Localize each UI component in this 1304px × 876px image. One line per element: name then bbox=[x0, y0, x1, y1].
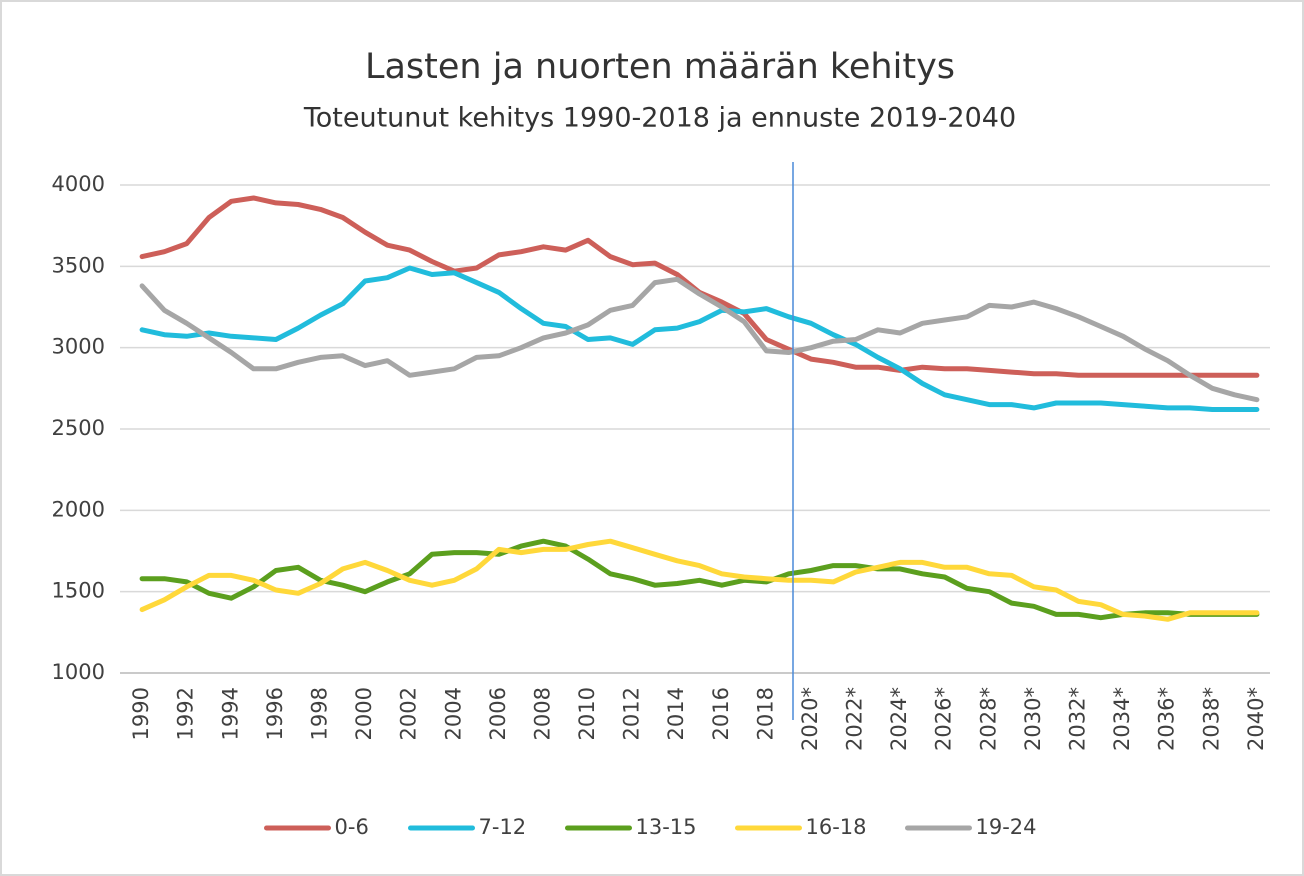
x-tick-label: 2022* bbox=[843, 687, 867, 751]
series-line bbox=[139, 538, 1260, 622]
y-tick-label: 2500 bbox=[52, 416, 105, 440]
series-line bbox=[139, 538, 1260, 621]
x-tick-label: 2040* bbox=[1244, 687, 1268, 751]
x-tick-label: 2034* bbox=[1110, 687, 1134, 751]
x-tick-label: 2036* bbox=[1155, 687, 1179, 751]
x-tick-label: 2014 bbox=[664, 687, 688, 740]
x-tick-label: 2020* bbox=[798, 687, 822, 751]
y-tick-label: 1000 bbox=[52, 660, 105, 684]
plot-area: 1000 1500 2000 2500 3000 3500 4000 1990 1992 1994… bbox=[52, 172, 1270, 751]
x-tick-label: 1990 bbox=[129, 687, 153, 740]
x-tick-label: 2024* bbox=[887, 687, 911, 751]
x-tick-label: 2000 bbox=[352, 687, 376, 740]
x-tick-label: 2032* bbox=[1066, 687, 1090, 751]
x-tick-label: 2008 bbox=[530, 687, 554, 740]
x-tick-label: 2012 bbox=[620, 687, 644, 740]
legend-label: 0-6 bbox=[335, 815, 369, 839]
x-tick-label: 2018 bbox=[753, 687, 777, 740]
series-line bbox=[139, 265, 1260, 412]
x-tick-label: 2026* bbox=[932, 687, 956, 751]
chart-title: Lasten ja nuorten määrän kehitys bbox=[365, 47, 955, 87]
legend-label: 19-24 bbox=[976, 815, 1037, 839]
y-tick-label: 4000 bbox=[52, 172, 105, 196]
y-tick-label: 3000 bbox=[52, 335, 105, 359]
x-tick-label: 1996 bbox=[263, 687, 287, 740]
legend-label: 13-15 bbox=[636, 815, 697, 839]
x-tick-label: 1992 bbox=[174, 687, 198, 740]
legend-label: 7-12 bbox=[479, 815, 527, 839]
x-tick-label: 2004 bbox=[441, 687, 465, 740]
y-tick-label: 2000 bbox=[52, 497, 105, 521]
legend-label: 16-18 bbox=[806, 815, 867, 839]
x-tick-label: 2010 bbox=[575, 687, 599, 740]
x-tick-label: 2002 bbox=[397, 687, 421, 740]
y-tick-label: 1500 bbox=[52, 579, 105, 603]
chart-subtitle: Toteutunut kehitys 1990-2018 ja ennuste … bbox=[303, 103, 1016, 134]
x-tick-label: 2006 bbox=[486, 687, 510, 740]
x-tick-label: 2028* bbox=[976, 687, 1000, 751]
series-line bbox=[139, 276, 1260, 403]
x-tick-label: 2038* bbox=[1199, 687, 1223, 751]
x-tick-label: 2030* bbox=[1021, 687, 1045, 751]
x-tick-label: 1994 bbox=[218, 687, 242, 740]
x-tick-label: 2016 bbox=[709, 687, 733, 740]
x-tick-label: 1998 bbox=[308, 687, 332, 740]
y-tick-label: 3500 bbox=[52, 253, 105, 277]
legend: 0-6 7-12 13-15 16-18 19-24 bbox=[264, 815, 1037, 839]
